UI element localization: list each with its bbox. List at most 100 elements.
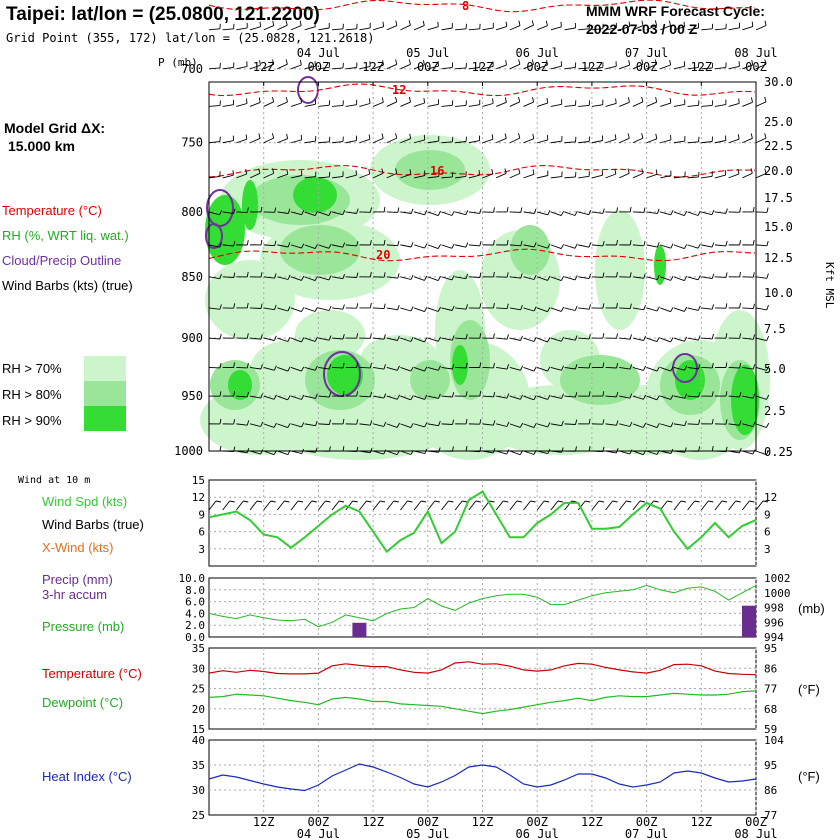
wind-panel-y2-tick: 9: [764, 508, 771, 521]
wind-barb: [331, 244, 343, 248]
time-tick-top: 12Z: [690, 60, 712, 74]
height-tick-label: 5.0: [764, 362, 786, 376]
wind-barb: [673, 211, 685, 217]
wind-barb: [523, 450, 535, 455]
wind-barb: [523, 211, 535, 214]
wind-barb: [332, 28, 344, 31]
wind-barb-10m: [687, 500, 695, 511]
wind-barb-flag: [547, 422, 551, 428]
wind-barb: [714, 244, 726, 247]
pressure-tick-label: 800: [181, 205, 203, 219]
wind-barb-flag: [301, 337, 305, 343]
wind-barb: [564, 141, 576, 144]
wind-barb-10m-flag: [708, 500, 714, 503]
wind-barb-flag: [684, 336, 688, 342]
wind-barb-flag: [602, 391, 605, 397]
wind-barb: [304, 276, 316, 282]
label-x-wind: X-Wind (kts): [42, 540, 114, 555]
label-wind-speed: Wind Spd (kts): [42, 494, 128, 509]
wind-barb: [714, 104, 726, 107]
wind-barb-flag: [643, 394, 647, 400]
model-grid-label: Model Grid ΔX:: [4, 120, 106, 136]
wind-barb: [413, 102, 425, 107]
wind-barb: [701, 141, 713, 144]
wind-barb: [250, 307, 262, 309]
wind-barb: [632, 137, 644, 144]
wind-barb: [619, 450, 630, 455]
wind-barb: [728, 102, 740, 107]
wind-barb-flag: [233, 241, 236, 247]
wind-barb: [236, 103, 248, 107]
wind-barb-flag: [627, 97, 630, 103]
wind-barb-flag: [560, 21, 562, 27]
wind-barb: [509, 367, 521, 371]
height-tick-label: 12.5: [764, 251, 793, 265]
time-tick-top: 12Z: [472, 60, 494, 74]
wind-barb-flag: [670, 210, 674, 215]
wind-barb: [304, 244, 316, 250]
wind-barb: [673, 244, 685, 250]
wind-barb-flag: [260, 303, 263, 309]
wind-barb-flag: [451, 210, 455, 216]
pressure-tick-label: 750: [181, 136, 203, 150]
wind-barb-flag: [219, 304, 222, 310]
day-label-top: 05 Jul: [406, 46, 449, 60]
wind-barb: [318, 276, 330, 281]
wind-barb: [660, 276, 671, 281]
wind-barb-flag: [314, 244, 318, 249]
wind-barb: [523, 101, 534, 107]
wind-barb-flag: [764, 168, 767, 174]
wind-barb-10m-flag: [462, 500, 468, 503]
wind-barb: [263, 423, 275, 428]
wind-barb-flag: [506, 303, 509, 309]
wind-barb: [537, 64, 548, 70]
wind-barb: [605, 27, 617, 31]
wind-barb-flag: [642, 422, 647, 428]
wind-barb-flag: [315, 420, 318, 426]
wind-barb: [701, 307, 713, 310]
cross-section-panel: [200, 0, 770, 460]
wind-barb: [742, 137, 753, 144]
wind-barb: [208, 28, 220, 31]
wind-panel-y-tick: 9: [198, 508, 205, 521]
wind-barb-flag: [574, 243, 578, 249]
wind-barb: [208, 104, 221, 107]
wind-barb: [509, 172, 521, 179]
wind-barb: [236, 65, 248, 70]
wind-barb-10m: [646, 500, 654, 511]
wind-barb-flag: [698, 419, 701, 425]
rh90-swatch: [84, 406, 126, 431]
time-tick-bottom: 00Z: [636, 815, 658, 829]
wind-barb-flag: [574, 305, 578, 311]
wind-barb-flag: [219, 210, 223, 215]
wind-barb-flag: [301, 243, 305, 249]
wind-barb-flag: [273, 394, 277, 400]
wind-barb-flag: [533, 242, 537, 248]
wind-barb-flag: [546, 98, 549, 104]
wind-barb-flag: [274, 240, 277, 246]
wind-barb-10m-flag: [694, 500, 700, 503]
isotherm-label: 8: [462, 0, 469, 13]
wind-barb: [222, 104, 234, 107]
wind-barb: [646, 63, 657, 70]
wind-barb-10m: [318, 500, 326, 511]
wind-barb: [619, 307, 631, 310]
wind-barb-flag: [465, 362, 468, 368]
wind-barb-flag: [739, 420, 742, 426]
wind-barb-flag: [451, 305, 455, 311]
wind-barb: [400, 276, 412, 280]
wind-barb: [277, 244, 289, 248]
wind-barb-flag: [506, 449, 510, 455]
isotherm-label: 20: [376, 248, 390, 262]
wind-barb: [427, 276, 439, 282]
time-tick-bottom: 00Z: [745, 815, 767, 829]
wind-barb-10m: [577, 500, 586, 511]
wind-barb: [701, 28, 713, 31]
wind-barb: [537, 244, 548, 249]
height-tick-label: 7.5: [764, 322, 786, 336]
time-tick-bottom: 12Z: [472, 815, 494, 829]
wind-barb-10m: [536, 500, 545, 511]
wind-barb-flag: [381, 97, 384, 103]
wind-barb-flag: [643, 207, 646, 213]
